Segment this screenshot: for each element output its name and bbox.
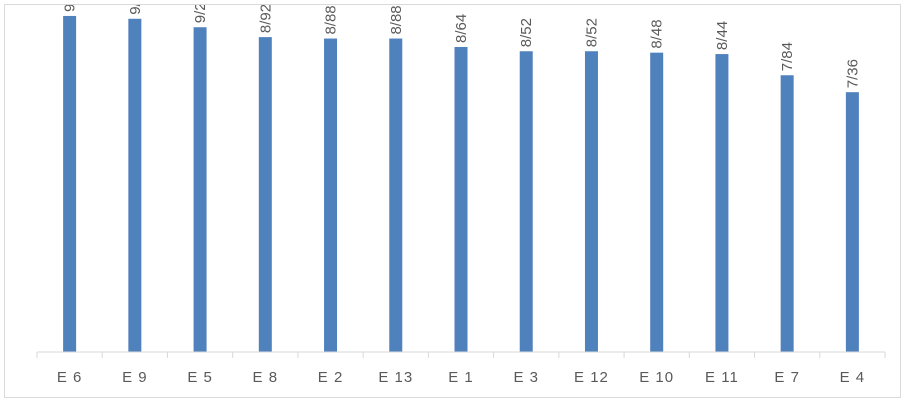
data-label-e9: 9/44 [127,5,144,15]
data-labels-group: 9/52 9/44 9/2 8/92 8/88 8/88 8/64 8/52 8/52 8/48 8… [62,5,862,88]
data-label-e2: 8/88 [323,5,340,34]
bar-e2 [324,38,338,352]
bar-e7 [780,75,794,353]
bar-e3 [519,51,533,353]
x-tick-label-e7: E 7 [774,369,800,386]
bar-e6 [63,15,77,352]
chart-frame: 9/52 9/44 9/2 8/92 8/88 8/88 8/64 8/52 8/52 8/48 8… [4,4,901,398]
data-label-e1: 8/64 [453,14,470,43]
x-tick-label-e8: E 8 [253,369,279,386]
data-label-e13: 8/88 [388,5,405,34]
x-tick-label-e12: E 12 [574,369,609,386]
data-label-e12: 8/52 [583,18,600,47]
x-tick-label-e3: E 3 [513,369,539,386]
data-label-e4: 7/36 [844,59,861,88]
bar-e9 [128,18,142,352]
x-tick-label-e11: E 11 [705,369,739,386]
bar-e12 [584,51,598,353]
x-tick-label-e13: E 13 [378,369,413,386]
bar-chart: 9/52 9/44 9/2 8/92 8/88 8/88 8/64 8/52 8/52 8/48 8… [36,5,886,386]
bar-e4 [845,92,859,352]
data-label-e11: 8/44 [714,21,731,50]
x-tick-label-e6: E 6 [57,369,83,386]
bar-e13 [389,38,403,352]
x-tick-label-e9: E 9 [122,369,148,386]
data-label-e6: 9/52 [62,5,79,12]
bar-e8 [258,37,272,353]
data-label-e8: 8/92 [257,5,274,33]
x-tick-label-e1: E 1 [448,369,474,386]
x-ticks-group [36,352,886,358]
bar-e1 [454,47,468,353]
data-label-e5: 9/2 [192,5,209,23]
data-label-e10: 8/48 [649,19,666,48]
bar-e5 [193,27,207,353]
x-tick-label-e10: E 10 [639,369,674,386]
x-tick-labels-group: E 6 E 9 E 5 E 8 E 2 E 13 E 1 E 3 E 12 E 10 E 11 E 7… [57,369,866,386]
x-tick-label-e2: E 2 [318,369,344,386]
bars-group [63,15,859,353]
bar-e10 [650,52,664,352]
data-label-e7: 7/84 [779,42,796,71]
bar-e11 [715,54,729,353]
data-label-e3: 8/52 [518,18,535,47]
x-tick-label-e5: E 5 [187,369,213,386]
x-tick-label-e4: E 4 [840,369,866,386]
